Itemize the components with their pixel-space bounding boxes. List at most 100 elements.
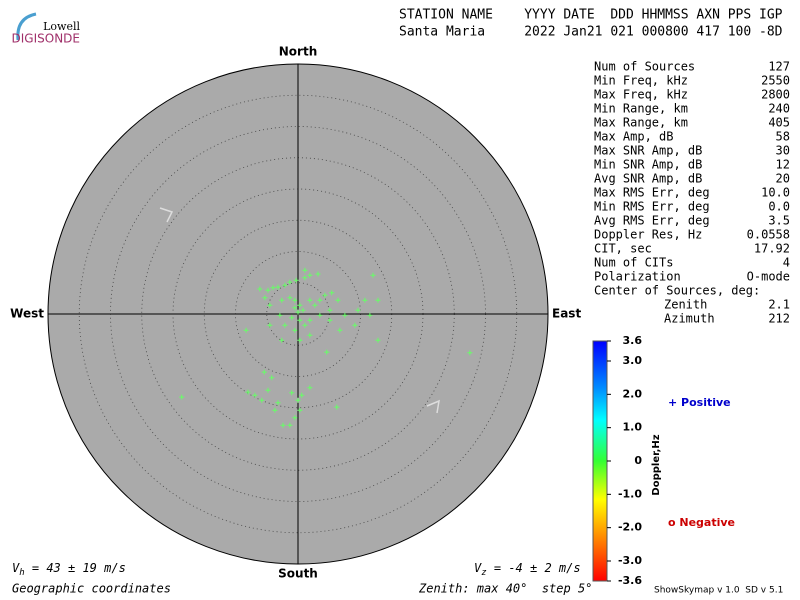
stat-name: Avg RMS Err, deg — [594, 214, 710, 228]
source — [315, 271, 321, 277]
vh-sub: h — [19, 568, 24, 578]
source — [302, 322, 308, 328]
zenith-info: Zenith: max 40° step 5° — [418, 582, 592, 596]
source — [259, 397, 265, 403]
source — [302, 275, 308, 281]
vz-sub: z — [481, 568, 486, 578]
vz-text: = -4 ± 2 m/s — [487, 561, 581, 575]
source — [252, 392, 258, 398]
plot — [47, 63, 549, 565]
source — [282, 322, 288, 328]
colorbar-tick-label: -3.0 — [618, 554, 642, 567]
north-label: North — [279, 45, 317, 59]
source — [375, 337, 381, 343]
stat-name: Min SNR Amp, dB — [594, 158, 702, 172]
stat-value: 0.0558 — [747, 228, 790, 242]
stat-value: 2550 — [761, 74, 790, 88]
stat-value: O-mode — [747, 270, 790, 284]
source — [327, 317, 333, 323]
marker — [426, 399, 440, 414]
source — [297, 302, 303, 308]
source — [317, 297, 323, 303]
stat-value: 4 — [783, 256, 790, 270]
source — [329, 290, 335, 296]
stat-name: CIT, sec — [594, 242, 652, 256]
source — [317, 312, 323, 318]
version: ShowSkymap v 1.0 SD v 5.1 — [654, 586, 783, 596]
source — [324, 349, 330, 355]
source — [467, 350, 473, 356]
source — [287, 295, 293, 301]
source — [292, 305, 298, 311]
stat-value: 20 — [776, 172, 790, 186]
center-value: 212 — [768, 312, 790, 326]
stat-name: Num of CITs — [594, 256, 673, 270]
center-value: 2.1 — [768, 298, 790, 312]
source — [352, 322, 358, 328]
stat-value: 240 — [768, 102, 790, 116]
vh: Vh = 43 ± 19 m/s — [12, 561, 126, 578]
source — [355, 307, 361, 313]
stat-value: 12 — [776, 158, 790, 172]
east-label: East — [552, 307, 581, 321]
stat-value: 3.5 — [768, 214, 790, 228]
source — [300, 307, 306, 313]
stat-name: Min Range, km — [594, 102, 688, 116]
vz: Vz = -4 ± 2 m/s — [474, 561, 581, 578]
source — [289, 315, 295, 321]
source — [292, 327, 298, 333]
vh-symbol: V — [12, 561, 20, 575]
source — [179, 394, 185, 400]
stat-name: Max Amp, dB — [594, 130, 673, 144]
source — [335, 297, 341, 303]
source — [307, 317, 313, 323]
stats: Num of Sources 127 Min Freq, kHz 2550 Max Fr… — [594, 60, 790, 326]
source — [362, 297, 368, 303]
source — [327, 307, 333, 313]
stat-name: Num of Sources — [594, 60, 695, 74]
stat-name: Max SNR Amp, dB — [594, 144, 702, 158]
colorbar-tick-label: 3.0 — [623, 354, 643, 367]
source — [297, 337, 303, 343]
colorbar-tick-label: 2.0 — [623, 387, 643, 400]
legend-positive: + Positive — [668, 396, 731, 409]
source — [275, 284, 281, 290]
logo-arc — [16, 12, 37, 41]
source — [272, 407, 278, 413]
source — [367, 312, 373, 318]
source — [337, 327, 343, 333]
source — [297, 407, 303, 413]
source — [277, 312, 283, 318]
colorbar-label: Doppler,Hz — [651, 434, 662, 495]
colorbar-ticks: 3.6 3.0 2.0 1.0 0 -1.0 -2.0 -3.0 -3.6 — [607, 334, 642, 587]
source — [295, 309, 301, 315]
stat-name: Max Range, km — [594, 116, 688, 130]
header-labels: STATION NAME YYYY DATE DDD HHMMSS AXN PP… — [399, 8, 783, 23]
colorbar-tick-label: 1.0 — [623, 421, 643, 434]
source — [282, 282, 288, 288]
source — [267, 322, 273, 328]
stat-name: Min Freq, kHz — [594, 74, 688, 88]
stat-name: Avg SNR Amp, dB — [594, 172, 702, 186]
source — [275, 400, 281, 406]
source — [299, 392, 305, 398]
source — [245, 389, 251, 395]
source — [307, 297, 313, 303]
colorbar — [592, 340, 608, 582]
source — [269, 375, 275, 381]
source — [295, 397, 301, 403]
source — [265, 287, 271, 293]
source — [287, 279, 293, 285]
center-name: Zenith — [664, 298, 707, 312]
colorbar-tick-label: 3.6 — [623, 334, 643, 347]
west-label: West — [10, 307, 44, 321]
colorbar-tick-label: -3.6 — [618, 574, 642, 587]
vz-symbol: V — [474, 561, 482, 575]
source — [322, 292, 328, 298]
stat-value: 30 — [776, 144, 790, 158]
source — [334, 404, 340, 410]
vh-text: = 43 ± 19 m/s — [25, 561, 126, 575]
marker — [159, 207, 174, 223]
legend-negative: o Negative — [668, 516, 735, 529]
